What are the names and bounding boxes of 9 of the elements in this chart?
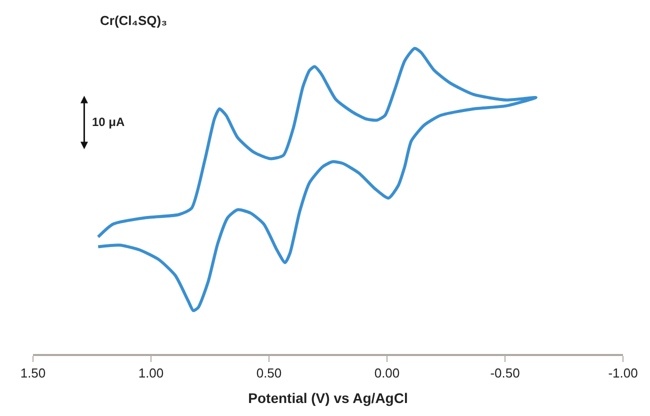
annotation: 10 μA — [92, 115, 126, 129]
x-axis-title: Potential (V) vs Ag/AgCl — [248, 390, 408, 406]
x-tick-label: -0.50 — [490, 365, 520, 380]
chart-title: Cr(Cl₄SQ)₃ — [100, 13, 168, 28]
x-tick-label: 1.50 — [20, 365, 46, 380]
x-tick-label: 0.50 — [256, 365, 282, 380]
x-tick-label: 1.00 — [138, 365, 164, 380]
x-tick-label: -1.00 — [608, 365, 638, 380]
x-tick-label: 0.00 — [374, 365, 400, 380]
